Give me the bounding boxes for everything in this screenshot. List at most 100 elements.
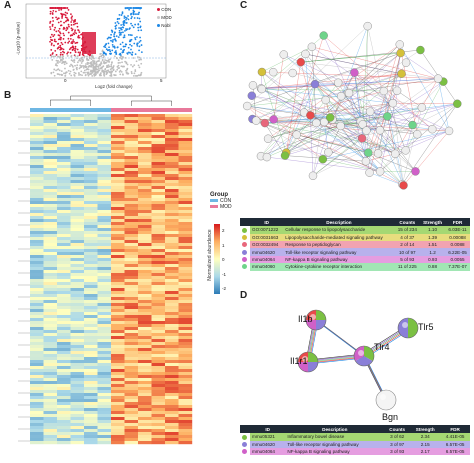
volcano-point bbox=[139, 57, 141, 59]
heatmap-cell bbox=[71, 195, 85, 198]
heatmap-cell bbox=[44, 255, 58, 258]
volcano-point bbox=[115, 27, 117, 29]
heatmap-cell bbox=[98, 402, 112, 405]
heatmap-cell bbox=[125, 156, 139, 159]
volcano-point bbox=[58, 9, 60, 11]
heatmap-cell bbox=[57, 144, 71, 147]
volcano-xtick-5: 5 bbox=[160, 78, 163, 83]
heatmap-cell bbox=[111, 198, 125, 201]
heatmap-cell bbox=[71, 219, 85, 222]
heatmap-cell bbox=[138, 402, 152, 405]
group-swatch bbox=[210, 199, 218, 203]
heatmap-cell bbox=[57, 396, 71, 399]
heatmap-cell bbox=[84, 159, 98, 162]
volcano-point bbox=[105, 44, 107, 46]
heatmap-cell bbox=[179, 129, 193, 132]
heatmap-cell bbox=[44, 393, 58, 396]
volcano-point bbox=[52, 25, 54, 27]
heatmap-cell bbox=[57, 147, 71, 150]
heatmap-cell bbox=[44, 303, 58, 306]
heatmap-cell bbox=[138, 168, 152, 171]
volcano-point bbox=[120, 65, 122, 67]
header-strength: Strength bbox=[420, 218, 445, 226]
heatmap-cell bbox=[98, 168, 112, 171]
heatmap-cell bbox=[165, 228, 179, 231]
heatmap-cell bbox=[57, 423, 71, 426]
legend-dot bbox=[157, 24, 160, 27]
heatmap-cell bbox=[71, 276, 85, 279]
heatmap-cell bbox=[84, 426, 98, 429]
heatmap-cell bbox=[138, 414, 152, 417]
volcano-point bbox=[53, 45, 55, 47]
legend-dot bbox=[157, 8, 160, 11]
heatmap-cell bbox=[152, 228, 166, 231]
volcano-dense-region bbox=[82, 32, 96, 54]
heatmap-cell bbox=[98, 123, 112, 126]
heatmap-cell bbox=[138, 363, 152, 366]
heatmap-cell bbox=[57, 378, 71, 381]
cell-strength: 1.2 bbox=[420, 248, 445, 255]
volcano-point bbox=[54, 50, 56, 52]
volcano-point bbox=[124, 30, 126, 32]
heatmap-cell bbox=[57, 114, 71, 117]
cell-marker bbox=[240, 234, 250, 241]
heatmap-cell bbox=[71, 210, 85, 213]
volcano-point bbox=[51, 39, 53, 41]
heatmap-cell bbox=[84, 150, 98, 153]
heatmap-cell bbox=[138, 138, 152, 141]
heatmap-cell bbox=[71, 360, 85, 363]
volcano-point bbox=[70, 13, 72, 15]
volcano-point bbox=[134, 13, 136, 15]
heatmap-cell bbox=[165, 318, 179, 321]
heatmap-cell bbox=[57, 327, 71, 330]
heatmap-cell bbox=[57, 255, 71, 258]
heatmap-cell bbox=[57, 300, 71, 303]
heatmap-cell bbox=[165, 261, 179, 264]
heatmap-cell bbox=[179, 363, 193, 366]
heatmap-cell bbox=[179, 162, 193, 165]
heatmap-cell bbox=[84, 420, 98, 423]
heatmap-cell bbox=[98, 294, 112, 297]
heatmap-cell bbox=[125, 291, 139, 294]
heatmap-cell bbox=[125, 315, 139, 318]
cell-fdr: 6.22E-05 bbox=[445, 248, 470, 255]
heatmap-cell bbox=[44, 375, 58, 378]
heatmap-cell bbox=[71, 420, 85, 423]
volcano-point bbox=[64, 28, 66, 30]
heatmap-cell bbox=[44, 399, 58, 402]
heatmap-cell bbox=[84, 297, 98, 300]
heatmap-cell bbox=[125, 357, 139, 360]
volcano-point bbox=[71, 46, 73, 48]
heatmap-cell bbox=[111, 342, 125, 345]
heatmap-cell bbox=[152, 183, 166, 186]
heatmap-cell bbox=[44, 147, 58, 150]
heatmap-cell bbox=[30, 384, 44, 387]
heatmap-cell bbox=[165, 306, 179, 309]
heatmap-cell bbox=[30, 414, 44, 417]
volcano-point bbox=[64, 63, 66, 65]
volcano-point bbox=[121, 71, 123, 73]
volcano-point bbox=[102, 50, 104, 52]
heatmap-cell bbox=[30, 354, 44, 357]
heatmap-cell bbox=[111, 312, 125, 315]
heatmap-cell bbox=[71, 237, 85, 240]
volcano-point bbox=[59, 69, 61, 71]
heatmap-cell bbox=[30, 219, 44, 222]
heatmap-cell bbox=[111, 138, 125, 141]
table-header-row: ID Description Counts Strength FDR bbox=[240, 425, 470, 433]
volcano-point bbox=[128, 34, 130, 36]
heatmap-cell bbox=[152, 246, 166, 249]
heatmap-cell bbox=[138, 432, 152, 435]
volcano-point bbox=[88, 75, 90, 77]
heatmap-cell bbox=[84, 204, 98, 207]
volcano-point bbox=[49, 41, 51, 43]
heatmap-cell bbox=[152, 222, 166, 225]
cell-counts: 3 of 93 bbox=[384, 448, 410, 455]
heatmap-cell bbox=[71, 141, 85, 144]
network-node bbox=[270, 115, 278, 123]
heatmap-cell bbox=[30, 339, 44, 342]
volcano-point bbox=[138, 64, 140, 66]
volcano-point bbox=[60, 37, 62, 39]
heatmap-cell bbox=[138, 261, 152, 264]
heatmap-cell bbox=[98, 387, 112, 390]
